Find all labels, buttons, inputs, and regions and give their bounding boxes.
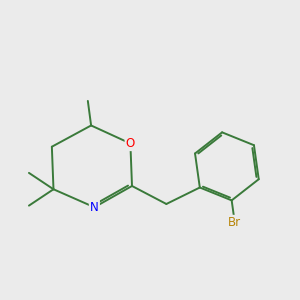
Text: O: O <box>126 137 135 150</box>
Text: Br: Br <box>228 216 241 229</box>
Text: N: N <box>90 201 99 214</box>
